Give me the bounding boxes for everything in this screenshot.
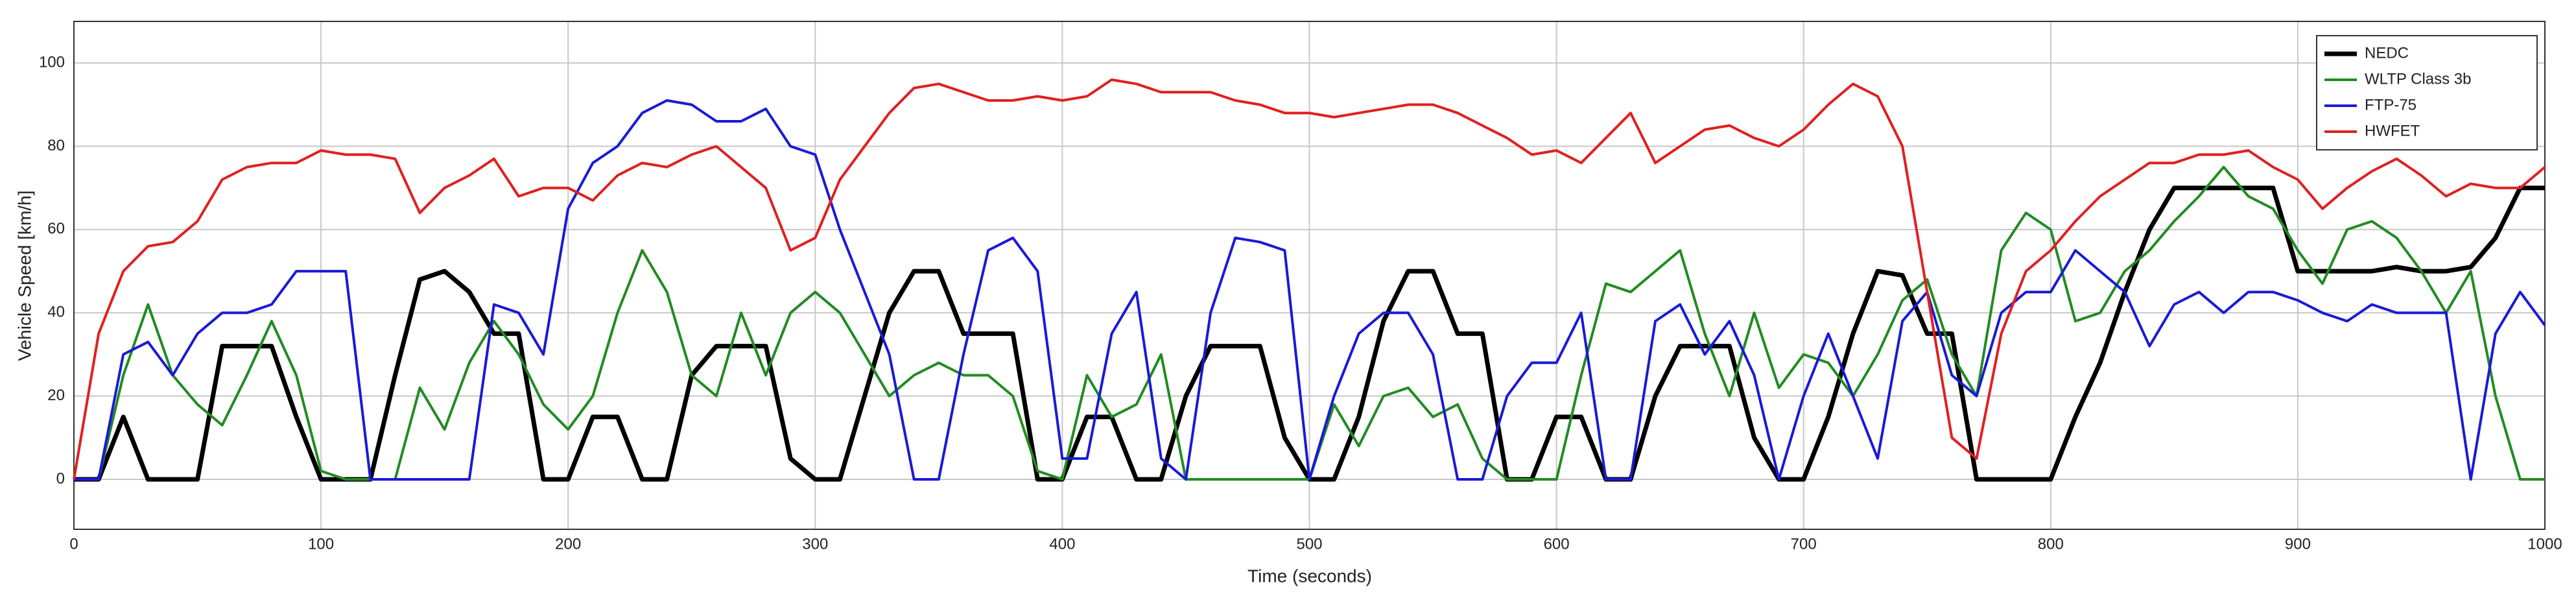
y-tick-label: 0 [56, 470, 65, 487]
x-tick-label: 100 [308, 535, 334, 553]
plot-frame [73, 21, 2546, 530]
x-tick-label: 900 [2285, 535, 2311, 553]
y-tick-label: 40 [47, 304, 65, 321]
y-tick-label: 60 [47, 220, 65, 237]
y-axis-label: Vehicle Speed [km/h] [14, 190, 34, 361]
x-tick-label: 400 [1049, 535, 1075, 553]
x-tick-label: 0 [69, 535, 78, 553]
y-tick-label: 20 [47, 387, 65, 404]
x-tick-label: 500 [1296, 535, 1322, 553]
x-tick-label: 800 [2038, 535, 2064, 553]
x-tick-label: 600 [1544, 535, 1570, 553]
x-tick-label: 300 [802, 535, 828, 553]
y-tick-label: 80 [47, 137, 65, 154]
series-line [73, 78, 2546, 480]
x-axis-label: Time (seconds) [1247, 566, 1372, 586]
legend-label: FTP-75 [2365, 96, 2416, 114]
legend-label: HWFET [2365, 122, 2420, 139]
legend-label: NEDC [2365, 44, 2409, 62]
x-tick-label: 1000 [2527, 535, 2562, 553]
series-line [74, 99, 2546, 481]
legend-label: WLTP Class 3b [2365, 70, 2472, 88]
y-tick-label: 100 [39, 54, 65, 71]
x-tick-label: 700 [1791, 535, 1817, 553]
x-tick-label: 200 [555, 535, 581, 553]
